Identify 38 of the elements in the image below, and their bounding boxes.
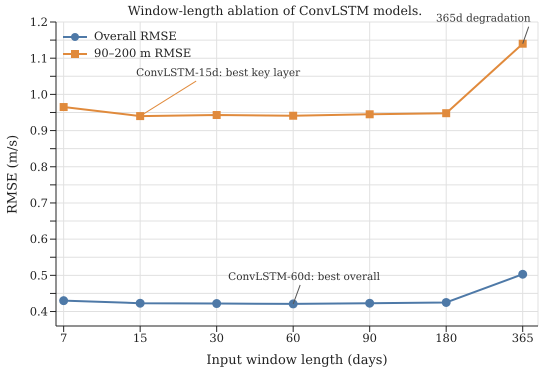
chart-title: Window-length ablation of ConvLSTM models. (128, 3, 422, 18)
point (289, 112, 298, 120)
legend-label: 90–200 m RMSE (94, 45, 192, 62)
y-tick-label: 1.0 (30, 87, 48, 102)
legend-label: Overall RMSE (94, 28, 177, 45)
y-tick-label: 0.7 (30, 196, 48, 210)
point (365, 298, 374, 308)
y-tick-label: 0.8 (30, 160, 48, 174)
point (518, 270, 528, 279)
point (366, 110, 374, 118)
y-tick-label: 0.6 (30, 232, 48, 246)
y-tick-label: 0.9 (30, 124, 48, 138)
x-tick-label: 365 (512, 331, 534, 346)
point (60, 103, 68, 112)
annotation: ConvLSTM-60d: best overall (228, 270, 381, 283)
x-tick-label: 180 (435, 331, 458, 346)
x-axis-title: Input window length (days) (206, 353, 388, 368)
point (136, 298, 145, 308)
annotation: 365d degradation (436, 12, 531, 25)
point (59, 296, 68, 306)
y-tick-label: 0.4 (30, 304, 48, 319)
y-axis-title: RMSE (m/s) (6, 134, 21, 214)
x-tick-label: 90 (362, 331, 378, 346)
point (136, 112, 144, 120)
x-tick-label: 60 (286, 331, 300, 346)
point (212, 111, 221, 120)
y-tick-label: 1.2 (30, 15, 48, 30)
point (518, 40, 527, 48)
annotation: ConvLSTM-15d: best key layer (136, 67, 302, 80)
point (212, 299, 222, 308)
y-tick-label: 0.5 (30, 268, 48, 282)
point (288, 299, 298, 308)
x-tick-label: 30 (209, 331, 224, 346)
x-tick-label: 7 (60, 331, 68, 346)
point (442, 109, 450, 118)
point (442, 298, 451, 307)
x-tick-label: 15 (132, 331, 148, 346)
y-tick-label: 1.1 (30, 51, 48, 66)
